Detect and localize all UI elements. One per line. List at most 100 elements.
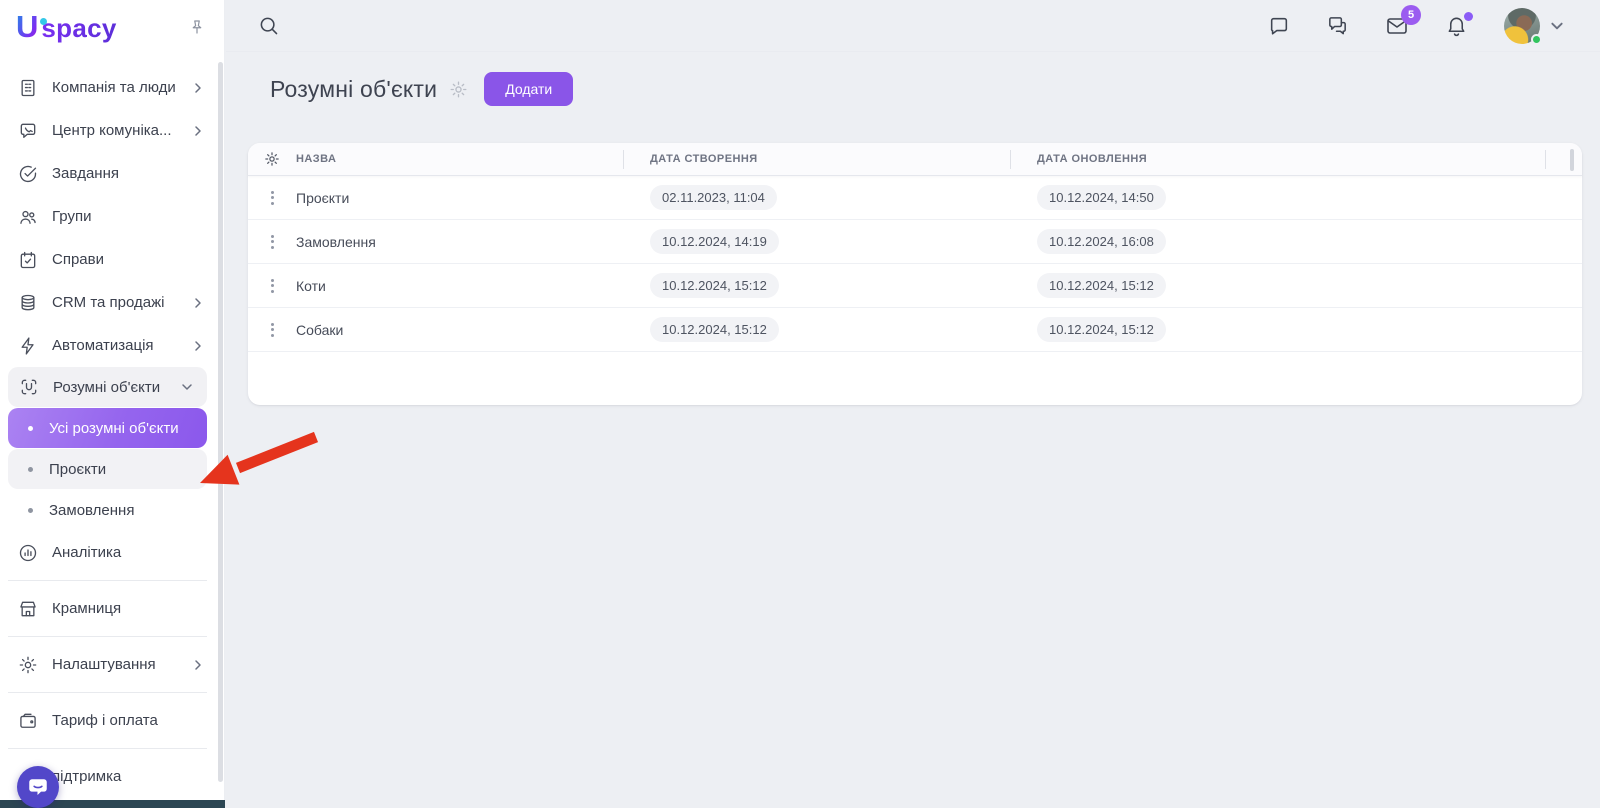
smart-objects-table: НАЗВА ДАТА СТВОРЕННЯ ДАТА ОНОВЛЕННЯ Проє… xyxy=(248,143,1582,405)
logo-letter: U xyxy=(16,8,39,44)
bell-icon[interactable] xyxy=(1445,12,1473,37)
divider xyxy=(8,580,207,581)
sidebar-subitem-label: Замовлення xyxy=(49,501,135,519)
row-menu-icon[interactable] xyxy=(267,231,278,253)
table-settings-gear-icon[interactable] xyxy=(248,151,296,167)
updated-date-chip: 10.12.2024, 15:12 xyxy=(1037,273,1166,298)
row-menu-icon[interactable] xyxy=(267,275,278,297)
column-divider[interactable] xyxy=(623,150,624,169)
sidebar-subitem-orders[interactable]: Замовлення xyxy=(8,490,207,530)
mail-icon[interactable]: 5 xyxy=(1385,4,1421,38)
row-name: Коти xyxy=(296,277,326,294)
table-row[interactable]: Замовлення 10.12.2024, 14:19 10.12.2024,… xyxy=(248,220,1582,264)
chevron-down-icon xyxy=(181,381,193,393)
sidebar-subitem-label: Проєкти xyxy=(49,460,107,478)
created-date-chip: 02.11.2023, 11:04 xyxy=(650,185,777,210)
sidebar-item-crm[interactable]: CRM та продажі xyxy=(0,281,224,324)
bullet-icon xyxy=(28,507,33,513)
check-circle-icon xyxy=(18,164,38,184)
store-icon xyxy=(18,599,38,619)
column-header-updated[interactable]: ДАТА ОНОВЛЕННЯ xyxy=(1037,153,1148,165)
scan-object-icon xyxy=(19,377,39,397)
chevron-down-icon[interactable] xyxy=(1550,19,1564,33)
sidebar-item-label: підтримка xyxy=(52,768,122,785)
sidebar-item-communication[interactable]: Центр комуніка... xyxy=(0,109,224,152)
row-name: Замовлення xyxy=(296,233,376,250)
created-date-chip: 10.12.2024, 14:19 xyxy=(650,229,779,254)
uspacy-logo[interactable]: U spacy xyxy=(16,11,117,44)
sidebar-scrollbar[interactable] xyxy=(218,62,223,782)
table-scrollbar[interactable] xyxy=(1570,149,1574,171)
user-menu[interactable] xyxy=(1504,7,1564,45)
pin-sidebar-icon[interactable] xyxy=(188,18,206,36)
column-divider[interactable] xyxy=(1545,150,1546,169)
row-menu-icon[interactable] xyxy=(267,319,278,341)
sidebar-item-tariff[interactable]: Тариф і оплата xyxy=(0,699,224,742)
sidebar: U spacy Компанія та люди Центр комуніка.… xyxy=(0,0,225,808)
updated-date-chip: 10.12.2024, 15:12 xyxy=(1037,317,1166,342)
sidebar-nav: Компанія та люди Центр комуніка... Завда… xyxy=(0,54,224,798)
sidebar-item-store[interactable]: Крамниця xyxy=(0,587,224,630)
sidebar-item-automation[interactable]: Автоматизація xyxy=(0,324,224,367)
sidebar-item-label: Центр комуніка... xyxy=(52,122,172,139)
chat-phone-icon xyxy=(18,121,38,141)
sidebar-item-settings[interactable]: Налаштування xyxy=(0,643,224,686)
analytics-icon xyxy=(18,543,38,563)
row-menu-icon[interactable] xyxy=(267,187,278,209)
sidebar-item-label: Налаштування xyxy=(52,656,156,673)
sidebar-item-tasks[interactable]: Завдання xyxy=(0,152,224,195)
sidebar-subitem-projects[interactable]: Проєкти xyxy=(8,449,207,489)
notification-dot xyxy=(1464,12,1473,21)
lightning-icon xyxy=(18,336,38,356)
sidebar-item-label: Справи xyxy=(52,251,104,268)
chevron-right-icon xyxy=(192,82,204,94)
column-divider[interactable] xyxy=(1010,150,1011,169)
topbar: 5 xyxy=(226,0,1600,52)
chevron-right-icon xyxy=(192,125,204,137)
wallet-icon xyxy=(18,711,38,731)
group-chats-icon[interactable] xyxy=(1326,14,1349,37)
sidebar-item-label: Завдання xyxy=(52,165,119,182)
column-header-name[interactable]: НАЗВА xyxy=(296,153,337,165)
page-settings-gear-icon[interactable] xyxy=(449,80,468,99)
bullet-icon xyxy=(28,466,33,472)
sidebar-item-smart-objects[interactable]: Розумні об'єкти xyxy=(8,367,207,407)
gear-icon xyxy=(18,655,38,675)
table-header: НАЗВА ДАТА СТВОРЕННЯ ДАТА ОНОВЛЕННЯ xyxy=(248,143,1582,176)
bullet-icon xyxy=(28,425,33,431)
table-row[interactable]: Собаки 10.12.2024, 15:12 10.12.2024, 15:… xyxy=(248,308,1582,352)
row-name: Собаки xyxy=(296,321,344,338)
divider xyxy=(8,748,207,749)
sidebar-header: U spacy xyxy=(0,0,224,54)
sidebar-item-label: Розумні об'єкти xyxy=(53,378,161,396)
support-chat-button[interactable] xyxy=(17,766,59,808)
users-icon xyxy=(18,207,38,227)
avatar[interactable] xyxy=(1504,7,1542,45)
page-title: Розумні об'єкти xyxy=(270,75,438,102)
sidebar-item-label: Компанія та люди xyxy=(52,79,176,96)
topbar-actions: 5 xyxy=(1268,4,1600,45)
add-button[interactable]: Додати xyxy=(484,72,574,106)
sidebar-item-company[interactable]: Компанія та люди xyxy=(0,66,224,109)
logo-text: spacy xyxy=(41,12,117,43)
table-row[interactable]: Коти 10.12.2024, 15:12 10.12.2024, 15:12 xyxy=(248,264,1582,308)
column-header-created[interactable]: ДАТА СТВОРЕННЯ xyxy=(650,153,758,165)
sidebar-item-analytics[interactable]: Аналітика xyxy=(0,531,224,574)
sidebar-item-label: Тариф і оплата xyxy=(52,712,158,729)
sidebar-item-groups[interactable]: Групи xyxy=(0,195,224,238)
search-icon[interactable] xyxy=(258,15,280,37)
sidebar-item-label: Автоматизація xyxy=(52,337,154,354)
row-name: Проєкти xyxy=(296,189,350,206)
sidebar-item-label: Крамниця xyxy=(52,600,122,617)
chat-icon[interactable] xyxy=(1268,15,1290,37)
coins-icon xyxy=(18,293,38,313)
sidebar-item-activities[interactable]: Справи xyxy=(0,238,224,281)
table-row[interactable]: Проєкти 02.11.2023, 11:04 10.12.2024, 14… xyxy=(248,176,1582,220)
sidebar-item-label: Аналітика xyxy=(52,544,122,561)
updated-date-chip: 10.12.2024, 14:50 xyxy=(1037,185,1166,210)
chevron-right-icon xyxy=(192,340,204,352)
divider xyxy=(8,636,207,637)
sidebar-subitem-all-smart-objects[interactable]: Усі розумні об'єкти xyxy=(8,408,207,448)
sidebar-subitem-label: Усі розумні об'єкти xyxy=(49,419,179,437)
sidebar-item-label: CRM та продажі xyxy=(52,294,165,311)
